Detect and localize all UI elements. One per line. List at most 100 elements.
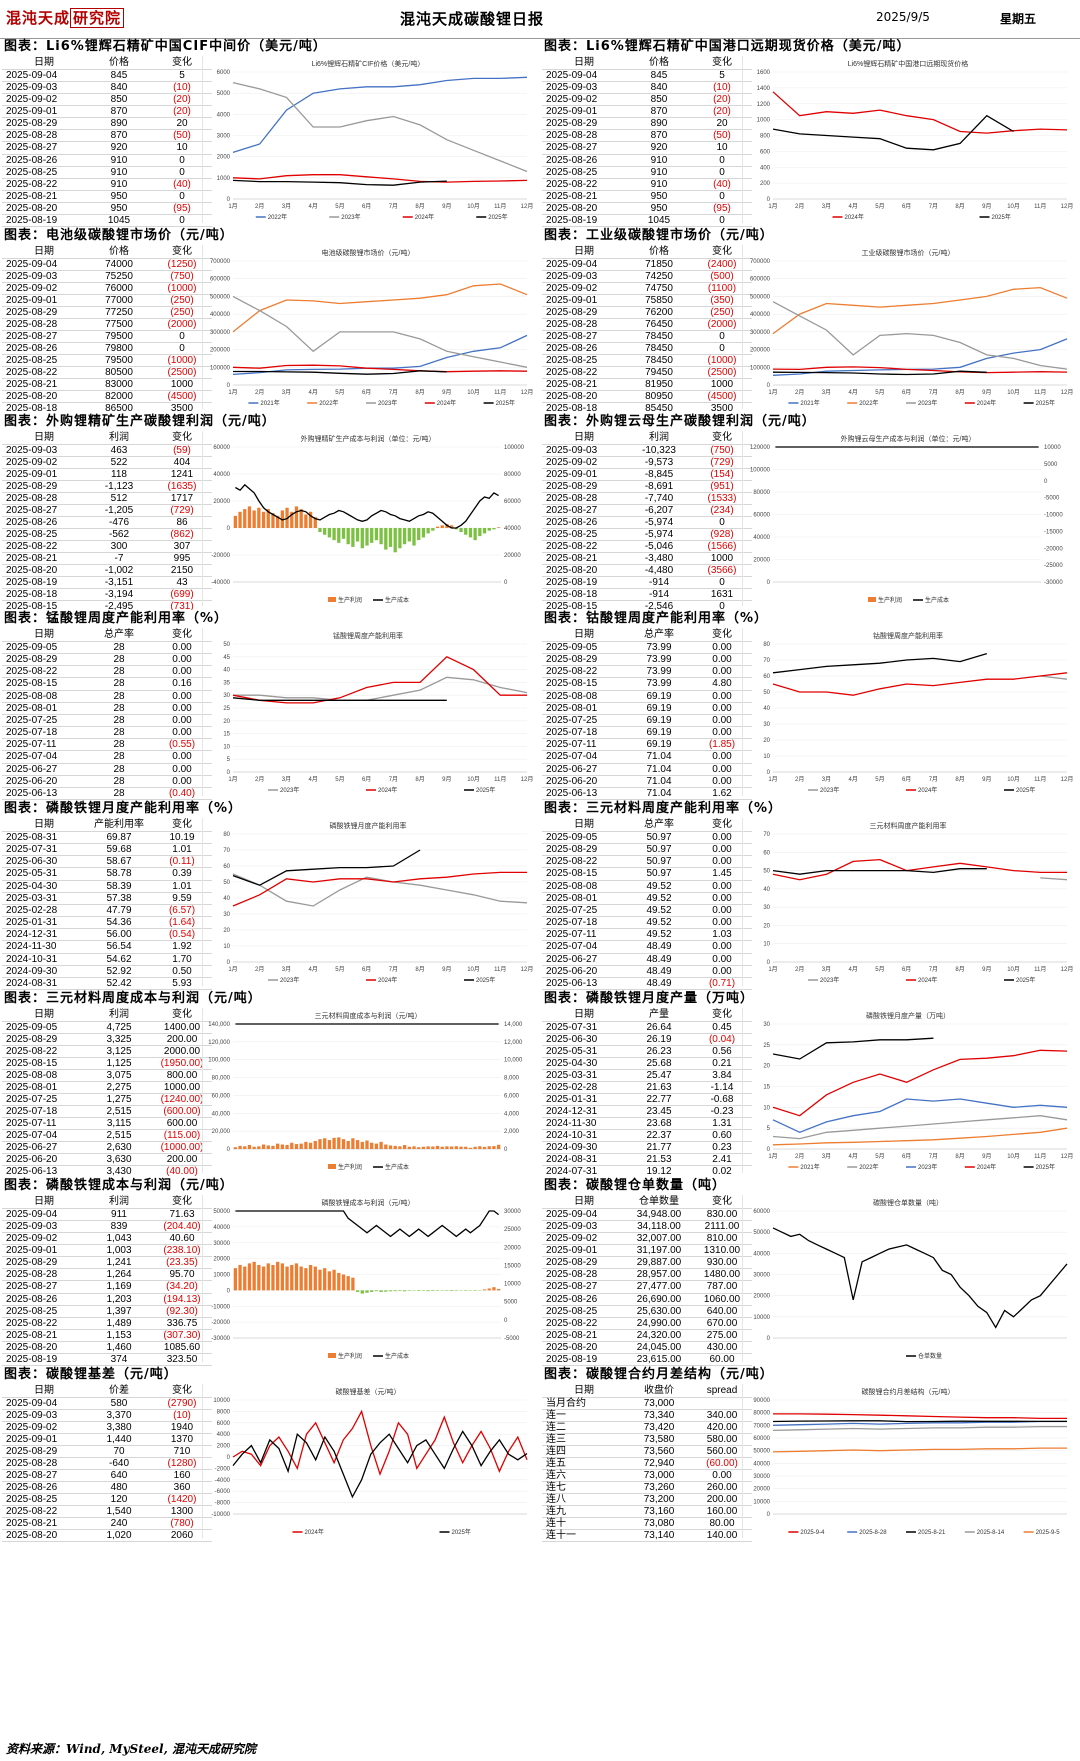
- table-cell: 2025-08-21: [542, 378, 626, 391]
- table-cell: 2025-09-03: [542, 81, 626, 95]
- table-cell: 260.00: [692, 1481, 752, 1494]
- table-cell: 3,075: [86, 1069, 152, 1082]
- x-tick-label: 7月: [929, 203, 938, 210]
- table-cell: 670.00: [692, 1317, 752, 1330]
- table-cell: 2025-07-04: [542, 750, 626, 764]
- x-tick-label: 10月: [1007, 776, 1020, 783]
- table-cell: 1,241: [86, 1256, 152, 1270]
- table-cell: 950: [86, 190, 152, 203]
- column-header: 变化: [692, 1008, 752, 1022]
- y-tick-label: 300000: [210, 330, 231, 336]
- table-row: 2025-08-22 79450 (2500): [542, 366, 752, 379]
- table-row: 2024-09-30 21.77 0.23: [542, 1141, 752, 1154]
- y-tick-label: 10: [223, 744, 230, 750]
- profit-bar: [379, 1290, 383, 1292]
- table-cell: 3500: [692, 402, 752, 413]
- table-cell: 69.19: [626, 726, 692, 740]
- table-cell: 连五: [542, 1457, 626, 1470]
- table-cell: 2025-06-20: [542, 965, 626, 978]
- profit-bar: [337, 528, 341, 543]
- table-row: 2025-08-25 120 (1420): [2, 1493, 212, 1506]
- panel-title: 图表：电池级碳酸锂市场价（元/吨）: [4, 228, 234, 243]
- column-header: 日期: [542, 245, 626, 259]
- table-cell: 20: [692, 117, 752, 131]
- table-cell: 28: [86, 714, 152, 728]
- table-cell: 0.45: [692, 1021, 752, 1034]
- table-row: 2025-08-28 76450 (2000): [542, 318, 752, 331]
- table-row: 2025-08-19 -3,151 43: [2, 576, 212, 589]
- table-cell: (1950.00): [152, 1057, 212, 1070]
- table-row: 2025-08-27 78450 0: [542, 330, 752, 343]
- table-cell: 26.64: [626, 1021, 692, 1034]
- table-cell: 78450: [626, 330, 692, 343]
- profit-bar: [360, 1141, 364, 1149]
- table-row: 2024-09-30 52.92 0.50: [2, 965, 212, 978]
- table-row: 2025-09-03 840 (10): [2, 81, 212, 95]
- table-cell: 2025-08-20: [2, 390, 86, 403]
- y-tick-label: -6000: [215, 1489, 231, 1495]
- series-line-2024年: [772, 672, 1068, 696]
- legend-label: 2024年: [845, 213, 864, 221]
- legend-label: 2025-8-14: [977, 1530, 1005, 1536]
- profit-bar: [261, 1144, 266, 1149]
- table-cell: 2025-07-18: [2, 726, 86, 740]
- x-tick-label: 5月: [875, 1153, 884, 1160]
- profit-bar: [473, 1146, 477, 1149]
- table-cell: (1280): [152, 1457, 212, 1470]
- series-line-2023年: [1040, 675, 1068, 680]
- table-cell: 0.39: [152, 867, 212, 881]
- table-cell: 2025-09-01: [542, 468, 626, 481]
- y-tick-label: 4000: [217, 112, 231, 118]
- y-tick-label: 3000: [217, 134, 231, 140]
- table-cell: 2025-08-18: [542, 588, 626, 601]
- series-line-2024年: [232, 364, 528, 373]
- y2-tick-label: 6,000: [504, 1093, 520, 1099]
- table-cell: (0.11): [152, 855, 212, 869]
- x-tick-label: 4月: [309, 389, 318, 396]
- chart: Li6%锂辉石精矿CIF价格（美元/吨） 0 1000 2000 3000 4000 500…: [202, 56, 533, 223]
- table-cell: 5: [692, 69, 752, 83]
- table-cell: 70: [86, 1445, 152, 1458]
- y-tick-label: 0: [767, 383, 771, 389]
- y-tick-label: 30000: [753, 1474, 770, 1480]
- panel-p5: 图表：外购锂精矿生产碳酸锂利润（元/吨） 日期 利润 变化 2025-09-03 463(…: [0, 413, 540, 610]
- legend-label: 2023年: [820, 976, 839, 984]
- table-row: 2024-10-31 22.37 0.60: [542, 1129, 752, 1142]
- table-cell: 2025-07-25: [2, 714, 86, 728]
- y-tick-label: 80: [763, 642, 770, 648]
- logo-box-text: 研究院: [70, 8, 125, 28]
- table-cell: (0.54): [152, 928, 212, 942]
- table-cell: 1000.00: [152, 1081, 212, 1094]
- series-line-2023年: [1040, 877, 1068, 881]
- y-tick-label: 40000: [213, 1225, 230, 1231]
- x-tick-label: 11月: [494, 776, 506, 783]
- table-cell: 2025-07-31: [542, 1021, 626, 1034]
- table-cell: 1241: [152, 468, 212, 481]
- table-row: 2025-08-18 -3,194 (699): [2, 588, 212, 601]
- table-cell: 890: [86, 117, 152, 131]
- table-cell: 73.99: [626, 665, 692, 679]
- y-tick-label: 600000: [750, 277, 771, 283]
- profit-bar: [280, 1263, 285, 1291]
- table-cell: 2025-08-25: [2, 528, 86, 541]
- table-cell: 2025-01-31: [542, 1093, 626, 1106]
- table-cell: 910: [86, 178, 152, 191]
- column-header: 变化: [692, 818, 752, 832]
- table-cell: 2,515: [86, 1105, 152, 1118]
- report-header: 混沌天成 研究院 混沌天成碳酸锂日报 2025/9/5 星期五: [0, 0, 1080, 39]
- table-cell: -0.23: [692, 1105, 752, 1118]
- x-tick-label: 11月: [494, 966, 506, 973]
- x-tick-label: 7月: [929, 966, 938, 973]
- profit-bar: [384, 1144, 388, 1149]
- series-line-2022年: [772, 286, 1068, 335]
- x-tick-label: 3月: [282, 389, 291, 396]
- table-row: 2025-07-18 2,515 (600.00): [2, 1105, 212, 1118]
- y-tick-label: 6000: [217, 1421, 231, 1427]
- profit-bar: [365, 528, 369, 546]
- y-tick-label: 10000: [753, 1315, 770, 1321]
- profit-bar: [445, 1146, 449, 1149]
- y-tick-label: 20000: [213, 1257, 230, 1263]
- table-cell: 2025-08-28: [542, 1268, 626, 1282]
- table-row: 2025-03-31 25.47 3.84: [542, 1069, 752, 1082]
- table-cell: 1.03: [692, 928, 752, 942]
